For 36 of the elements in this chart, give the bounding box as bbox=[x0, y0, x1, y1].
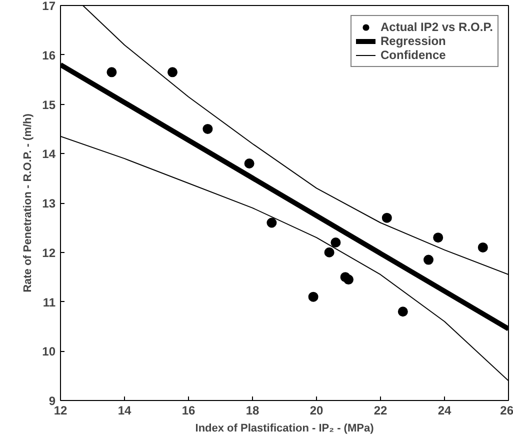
point bbox=[424, 254, 434, 265]
point bbox=[106, 67, 117, 78]
x-tick-label: 12 bbox=[54, 404, 68, 418]
point bbox=[478, 242, 488, 252]
point bbox=[202, 124, 213, 134]
point bbox=[324, 247, 334, 258]
x-tick-label: 20 bbox=[310, 404, 324, 418]
x-tick-label: 14 bbox=[118, 404, 132, 418]
point bbox=[244, 158, 254, 168]
y-tick-label: 17 bbox=[42, 0, 56, 13]
x-axis-title: Index of Plastification - IP₂ - (MPa) bbox=[195, 422, 374, 434]
y-tick-label: 13 bbox=[42, 196, 56, 210]
point bbox=[308, 292, 318, 302]
point bbox=[398, 306, 408, 317]
y-tick-label: 16 bbox=[42, 48, 56, 62]
legend-label: Actual IP2 vs R.O.P. bbox=[380, 20, 493, 34]
y-tick-label: 12 bbox=[42, 246, 56, 260]
point bbox=[433, 232, 444, 243]
x-tick-label: 26 bbox=[500, 404, 513, 418]
point bbox=[168, 67, 178, 78]
point bbox=[344, 274, 354, 285]
y-tick-label: 10 bbox=[42, 344, 56, 359]
x-tick-label: 18 bbox=[246, 404, 260, 418]
x-tick-label: 16 bbox=[182, 404, 196, 418]
point bbox=[266, 218, 277, 228]
y-tick-label: 9 bbox=[48, 394, 56, 408]
point bbox=[382, 212, 392, 223]
x-tick-label: 24 bbox=[438, 404, 452, 418]
y-tick-label: 15 bbox=[42, 98, 56, 112]
y-axis-title: Rate of Penetration - R.O.P. - (m/h) bbox=[22, 113, 34, 292]
legend-label: Regression bbox=[380, 34, 446, 48]
legend-label: Confidence bbox=[380, 48, 446, 62]
x-tick-label: 22 bbox=[374, 404, 388, 418]
y-tick-label: 11 bbox=[42, 295, 56, 310]
point bbox=[330, 238, 341, 248]
y-tick-label: 14 bbox=[42, 147, 56, 162]
